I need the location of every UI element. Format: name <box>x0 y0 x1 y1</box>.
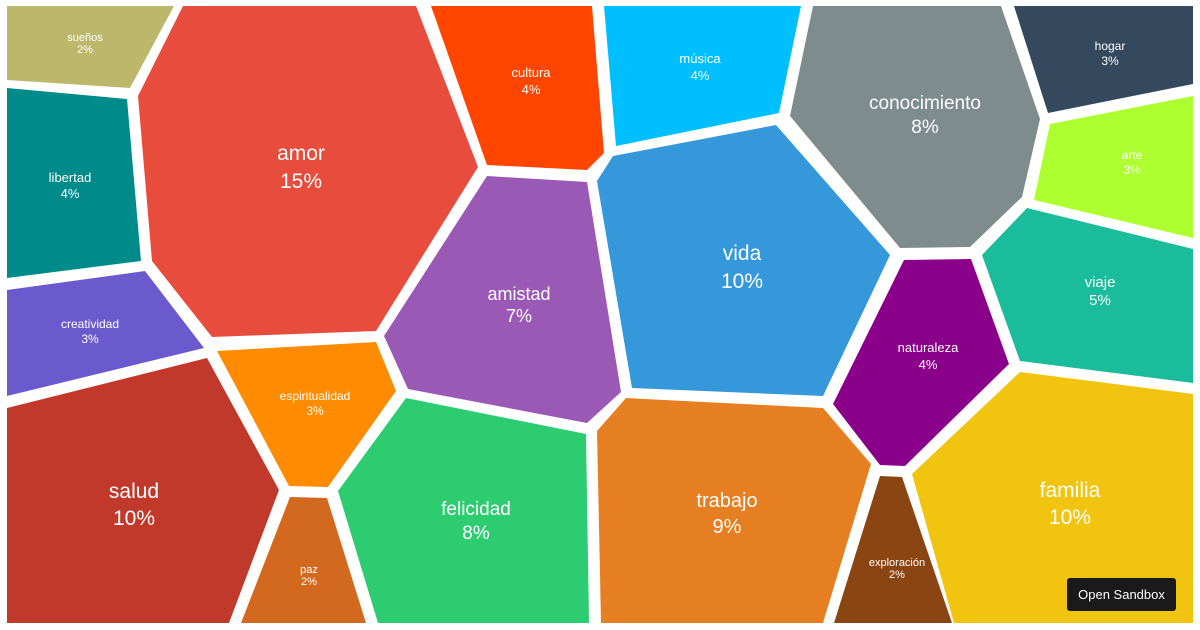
cell-creatividad[interactable] <box>7 271 204 396</box>
cell-viaje[interactable] <box>982 208 1193 383</box>
cell-naturaleza[interactable] <box>833 259 1009 466</box>
cell-arte[interactable] <box>1034 96 1193 238</box>
cell-exploracion[interactable] <box>834 476 952 623</box>
cell-musica[interactable] <box>604 6 801 146</box>
cell-espiritualidad[interactable] <box>217 342 396 487</box>
cell-trabajo[interactable] <box>597 398 871 623</box>
cell-vida[interactable] <box>597 125 890 396</box>
cell-felicidad[interactable] <box>338 398 589 623</box>
cell-cultura[interactable] <box>431 6 604 170</box>
cell-libertad[interactable] <box>7 88 141 278</box>
cell-salud[interactable] <box>7 358 279 623</box>
cell-familia[interactable] <box>912 372 1193 623</box>
cell-amor[interactable] <box>138 6 478 337</box>
cell-hogar[interactable] <box>1014 6 1193 113</box>
cell-conocimiento[interactable] <box>790 6 1040 248</box>
cell-suenos[interactable] <box>7 6 174 88</box>
cell-paz[interactable] <box>241 497 366 623</box>
cell-amistad[interactable] <box>384 176 621 423</box>
open-sandbox-button[interactable]: Open Sandbox <box>1067 578 1176 611</box>
